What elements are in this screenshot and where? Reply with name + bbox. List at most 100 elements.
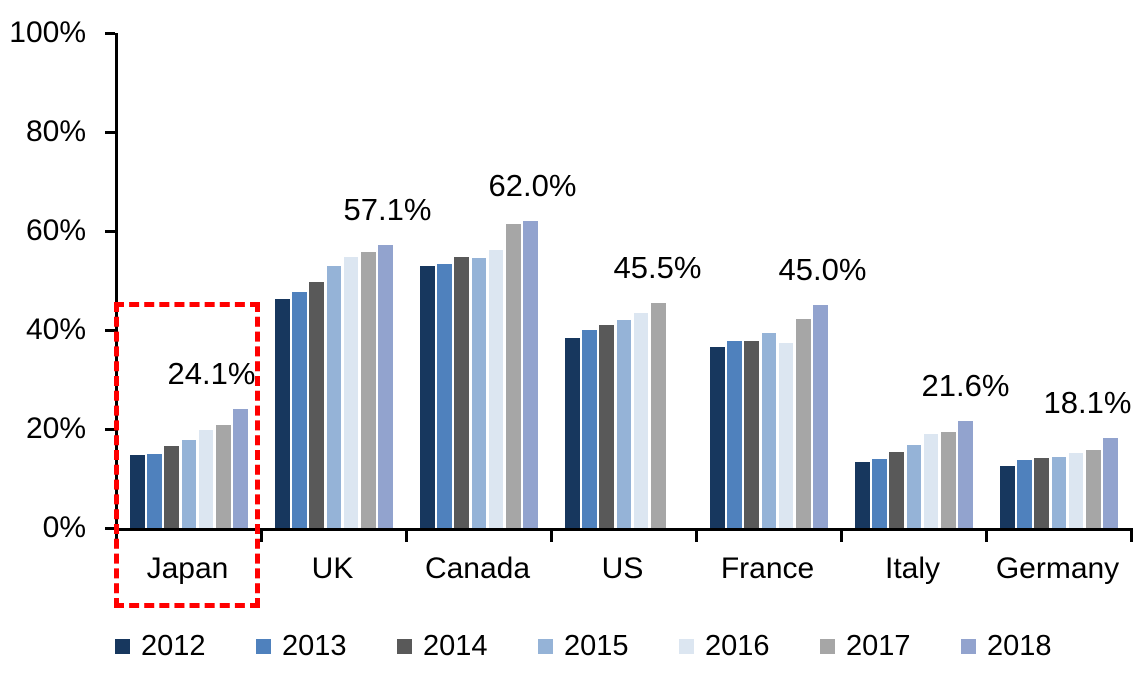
data-label-japan: 24.1% xyxy=(167,355,256,391)
bar-germany-2017 xyxy=(1086,450,1101,528)
legend-label-2012: 2012 xyxy=(141,630,206,662)
y-axis-tick-label: 60% xyxy=(25,214,86,247)
bar-uk-2016 xyxy=(343,257,359,528)
bar-japan-2015 xyxy=(181,439,197,528)
bar-us-2017 xyxy=(651,302,666,528)
bar-italy-2012 xyxy=(855,462,870,528)
bar-uk-2017 xyxy=(361,251,376,528)
bar-us-2016 xyxy=(633,312,649,528)
legend-swatch-2017 xyxy=(820,638,835,654)
bar-italy-2014 xyxy=(889,452,904,528)
bar-canada-2016 xyxy=(488,249,504,528)
bar-france-2016 xyxy=(778,343,794,528)
bar-italy-2013 xyxy=(872,458,887,528)
bar-uk-2014 xyxy=(309,281,324,528)
y-axis-tick-label: 80% xyxy=(25,115,86,148)
y-axis-tick xyxy=(105,329,115,332)
y-axis-tick xyxy=(105,131,115,134)
bar-germany-2016 xyxy=(1068,452,1084,528)
bar-us-2015 xyxy=(616,319,632,528)
legend-swatch-2015 xyxy=(538,638,553,654)
bar-canada-2012 xyxy=(420,265,435,528)
legend-swatch-2013 xyxy=(256,638,271,654)
bar-germany-2015 xyxy=(1051,456,1067,528)
bar-canada-2013 xyxy=(437,264,452,528)
legend-label-2018: 2018 xyxy=(987,630,1052,662)
bar-canada-2018 xyxy=(523,221,538,528)
legend-label-2015: 2015 xyxy=(564,630,629,662)
bar-france-2017 xyxy=(796,318,811,528)
bar-japan-2017 xyxy=(216,424,231,528)
bar-france-2018 xyxy=(813,305,828,528)
legend-item-2018: 2018 xyxy=(961,631,1052,661)
category-label-japan: Japan xyxy=(146,552,229,585)
bar-germany-2018 xyxy=(1103,438,1118,528)
x-axis-tick xyxy=(260,528,263,542)
bar-japan-2013 xyxy=(147,453,162,528)
bar-canada-2014 xyxy=(454,256,469,528)
bar-japan-2018 xyxy=(233,408,248,528)
bar-japan-2012 xyxy=(130,454,145,528)
x-axis-tick xyxy=(550,528,553,542)
bar-canada-2017 xyxy=(506,223,521,528)
bar-canada-2015 xyxy=(471,258,487,528)
bar-japan-2016 xyxy=(198,429,214,528)
data-label-us: 45.5% xyxy=(613,249,702,285)
legend-item-2012: 2012 xyxy=(115,631,206,661)
y-axis-tick xyxy=(105,527,115,530)
legend-item-2016: 2016 xyxy=(679,631,770,661)
legend-swatch-2016 xyxy=(679,638,694,654)
data-label-canada: 62.0% xyxy=(488,168,577,204)
bar-germany-2012 xyxy=(1000,466,1015,528)
bar-france-2013 xyxy=(727,340,742,528)
bar-france-2014 xyxy=(744,340,759,528)
bar-uk-2013 xyxy=(292,291,307,528)
category-label-italy: Italy xyxy=(884,552,941,585)
y-axis-line xyxy=(115,33,118,531)
data-label-france: 45.0% xyxy=(778,252,867,288)
bar-us-2014 xyxy=(599,325,614,528)
bar-uk-2012 xyxy=(275,298,290,528)
data-label-uk: 57.1% xyxy=(343,192,432,228)
bar-france-2015 xyxy=(761,332,777,528)
category-label-germany: Germany xyxy=(995,552,1120,585)
x-axis-tick xyxy=(840,528,843,542)
bar-germany-2014 xyxy=(1034,457,1049,528)
x-axis-tick xyxy=(695,528,698,542)
legend-item-2015: 2015 xyxy=(538,631,629,661)
legend-item-2014: 2014 xyxy=(397,631,488,661)
bar-uk-2018 xyxy=(378,245,393,528)
data-label-italy: 21.6% xyxy=(921,368,1010,404)
legend-swatch-2018 xyxy=(961,638,976,654)
bar-italy-2016 xyxy=(923,433,939,528)
japan-highlight-box xyxy=(114,302,260,608)
bar-france-2012 xyxy=(710,347,725,528)
y-axis-tick xyxy=(105,230,115,233)
y-axis-tick-label: 100% xyxy=(9,16,86,49)
bar-italy-2015 xyxy=(906,444,922,528)
legend-swatch-2014 xyxy=(397,638,412,654)
x-axis-tick xyxy=(985,528,988,542)
y-axis-tick xyxy=(105,428,115,431)
bar-italy-2018 xyxy=(958,421,973,528)
bar-italy-2017 xyxy=(941,432,956,528)
y-axis-tick xyxy=(105,32,115,35)
y-axis-tick-label: 40% xyxy=(25,313,86,346)
category-label-canada: Canada xyxy=(424,552,531,585)
legend-item-2013: 2013 xyxy=(256,631,347,661)
y-axis-tick-label: 0% xyxy=(42,511,86,544)
legend-label-2013: 2013 xyxy=(282,630,347,662)
bar-uk-2015 xyxy=(326,266,342,528)
y-axis-tick-label: 20% xyxy=(25,412,86,445)
bar-us-2012 xyxy=(565,338,580,528)
category-label-uk: UK xyxy=(311,552,354,585)
legend-label-2016: 2016 xyxy=(705,630,770,662)
category-label-france: France xyxy=(720,552,815,585)
legend-swatch-2012 xyxy=(115,638,130,654)
data-label-germany: 18.1% xyxy=(1043,385,1132,421)
bar-germany-2013 xyxy=(1017,459,1032,528)
legend-item-2017: 2017 xyxy=(820,631,911,661)
legend-label-2017: 2017 xyxy=(846,630,911,662)
x-axis-tick xyxy=(1130,528,1133,542)
